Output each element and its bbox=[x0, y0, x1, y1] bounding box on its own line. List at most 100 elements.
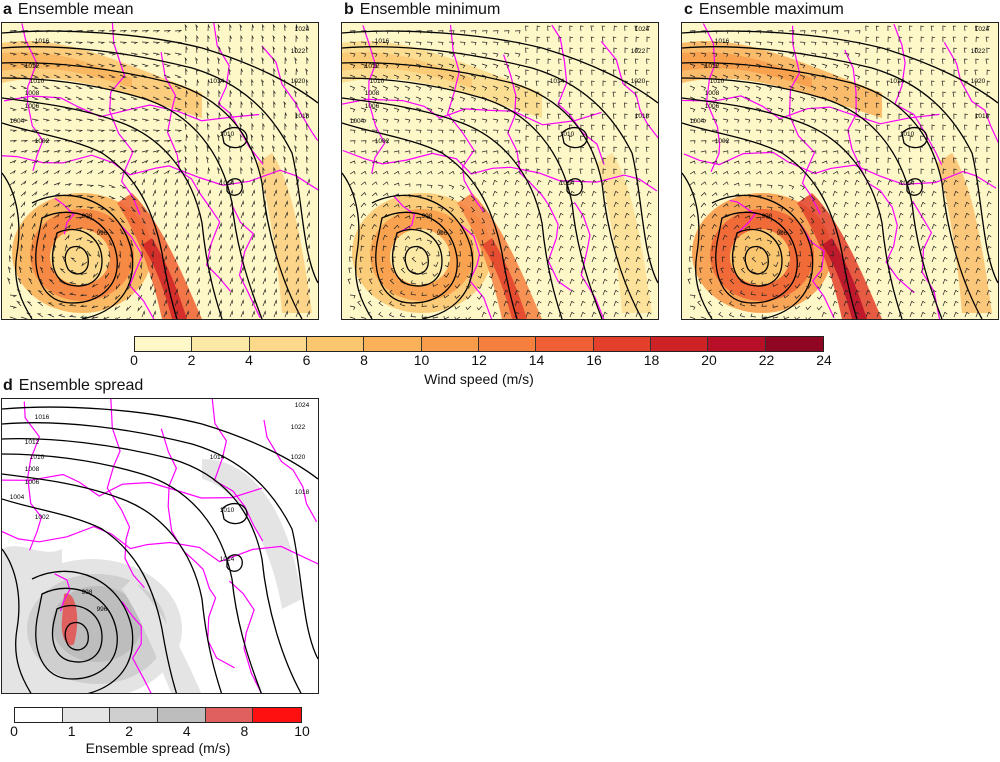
svg-text:1010: 1010 bbox=[560, 131, 575, 138]
wind-colorbar-tick-label: 22 bbox=[758, 352, 775, 368]
wind-colorbar-tick-label: 4 bbox=[245, 352, 253, 368]
spread-colorbar-swatch bbox=[62, 708, 111, 722]
spread-colorbar-tick-label: 2 bbox=[125, 723, 134, 739]
spread-colorbar-tick-label: 1 bbox=[67, 723, 76, 739]
svg-text:1014: 1014 bbox=[560, 180, 575, 187]
svg-text:1014: 1014 bbox=[890, 78, 905, 85]
svg-text:1010: 1010 bbox=[900, 131, 915, 138]
wind-colorbar-swatch bbox=[708, 337, 766, 351]
wind-colorbar-tick-label: 18 bbox=[643, 352, 660, 368]
panel-letter: c bbox=[684, 1, 693, 18]
svg-text:1020: 1020 bbox=[291, 78, 306, 85]
svg-text:1010: 1010 bbox=[370, 78, 385, 85]
wind-colorbar-tick-label: 6 bbox=[302, 352, 311, 368]
svg-text:1016: 1016 bbox=[35, 38, 50, 45]
map-ensemble-minimum: 1024 1022 1020 1018 1016 1014 1012 1010 1008 1006… bbox=[341, 22, 659, 320]
panel-title-d: d Ensemble spread bbox=[3, 377, 143, 395]
svg-text:1008: 1008 bbox=[365, 90, 380, 97]
spread-colorbar-swatch bbox=[205, 708, 254, 722]
spread-colorbar-tick-label: 10 bbox=[294, 723, 310, 739]
svg-text:1016: 1016 bbox=[715, 38, 730, 45]
map-ensemble-mean: 1024 1022 1020 1018 1016 1014 1012 1010 1008 1006… bbox=[1, 22, 319, 320]
spread-colorbar bbox=[14, 707, 302, 723]
wind-colorbar-tick-label: 24 bbox=[816, 352, 832, 368]
svg-text:1006: 1006 bbox=[25, 103, 40, 110]
svg-text:1002: 1002 bbox=[375, 138, 390, 145]
svg-text:1012: 1012 bbox=[365, 63, 380, 70]
spread-colorbar-swatch bbox=[110, 708, 159, 722]
wind-colorbar-swatch bbox=[593, 337, 651, 351]
svg-text:996: 996 bbox=[777, 230, 788, 237]
wind-colorbar-tick-label: 0 bbox=[130, 352, 138, 368]
svg-text:1002: 1002 bbox=[35, 514, 50, 521]
svg-text:1008: 1008 bbox=[25, 466, 40, 473]
svg-text:1004: 1004 bbox=[10, 118, 25, 125]
svg-text:1024: 1024 bbox=[975, 26, 990, 33]
panel-letter: b bbox=[344, 1, 354, 18]
panel-title-text: Ensemble minimum bbox=[359, 1, 501, 18]
svg-text:996: 996 bbox=[437, 230, 448, 237]
panel-letter: a bbox=[3, 1, 12, 18]
panel-title-text: Ensemble mean bbox=[17, 1, 134, 18]
wind-colorbar-swatches bbox=[134, 336, 824, 352]
svg-text:1022: 1022 bbox=[971, 48, 986, 55]
svg-text:1008: 1008 bbox=[25, 90, 40, 97]
svg-text:1016: 1016 bbox=[375, 38, 390, 45]
wind-colorbar-swatch bbox=[364, 337, 422, 351]
spread-colorbar-swatches bbox=[14, 707, 302, 723]
wind-colorbar-swatch bbox=[478, 337, 537, 351]
spread-colorbar-tick-label: 8 bbox=[240, 723, 249, 739]
svg-text:1020: 1020 bbox=[291, 454, 306, 461]
spread-colorbar-swatch bbox=[15, 708, 63, 722]
svg-text:1004: 1004 bbox=[690, 118, 705, 125]
wind-colorbar-tick-label: 8 bbox=[360, 352, 368, 368]
panel-title-a: a Ensemble mean bbox=[3, 1, 134, 19]
svg-text:1014: 1014 bbox=[210, 454, 225, 461]
wind-colorbar-tick-label: 14 bbox=[528, 352, 545, 368]
svg-text:1012: 1012 bbox=[25, 439, 40, 446]
wind-colorbar-swatch bbox=[192, 337, 250, 351]
wind-colorbar-tick-label: 10 bbox=[413, 352, 430, 368]
wind-colorbar-tick-label: 16 bbox=[586, 352, 602, 368]
svg-text:1014: 1014 bbox=[550, 78, 565, 85]
svg-text:1006: 1006 bbox=[365, 103, 380, 110]
wind-colorbar-swatch bbox=[765, 337, 823, 351]
svg-text:1022: 1022 bbox=[291, 48, 306, 55]
map-ensemble-spread: 1024 1022 1020 1018 1016 1014 1012 1010 1008 1006… bbox=[1, 398, 319, 694]
spread-colorbar-tick-label: 4 bbox=[182, 723, 191, 739]
svg-text:1024: 1024 bbox=[295, 26, 310, 33]
panel-title-text: Ensemble spread bbox=[18, 377, 144, 394]
svg-text:1012: 1012 bbox=[705, 63, 720, 70]
wind-colorbar-tick-label: 2 bbox=[187, 352, 196, 368]
svg-text:998: 998 bbox=[82, 589, 93, 596]
wind-colorbar-tick-label: 20 bbox=[701, 352, 717, 368]
spread-colorbar-swatch bbox=[253, 708, 302, 722]
svg-text:1010: 1010 bbox=[30, 454, 45, 461]
svg-text:1004: 1004 bbox=[10, 494, 25, 501]
wind-colorbar-swatch bbox=[650, 337, 709, 351]
svg-text:1014: 1014 bbox=[220, 180, 235, 187]
svg-text:996: 996 bbox=[97, 606, 108, 613]
svg-text:1020: 1020 bbox=[971, 78, 986, 85]
wind-colorbar-swatch bbox=[536, 337, 594, 351]
panel-title-b: b Ensemble minimum bbox=[344, 1, 500, 19]
wind-colorbar-swatch bbox=[306, 337, 365, 351]
svg-text:1014: 1014 bbox=[210, 78, 225, 85]
wind-speed-colorbar bbox=[134, 336, 824, 352]
svg-text:1018: 1018 bbox=[295, 113, 310, 120]
svg-text:1018: 1018 bbox=[295, 489, 310, 496]
svg-text:996: 996 bbox=[97, 230, 108, 237]
svg-text:1022: 1022 bbox=[291, 424, 306, 431]
spread-colorbar-swatch bbox=[158, 708, 206, 722]
svg-text:1010: 1010 bbox=[30, 78, 45, 85]
spread-colorbar-tick-label: 0 bbox=[10, 723, 18, 739]
panel-title-text: Ensemble maximum bbox=[698, 1, 844, 18]
svg-text:1006: 1006 bbox=[25, 479, 40, 486]
wind-colorbar-tick-label: 12 bbox=[471, 352, 487, 368]
svg-text:1022: 1022 bbox=[631, 48, 646, 55]
svg-text:1010: 1010 bbox=[710, 78, 725, 85]
panel-title-c: c Ensemble maximum bbox=[684, 1, 844, 19]
map-ensemble-maximum: 1024 1022 1020 1018 1016 1014 1012 1010 1008 1006… bbox=[681, 22, 999, 320]
spread-colorbar-label: Ensemble spread (m/s) bbox=[85, 740, 231, 756]
svg-text:998: 998 bbox=[82, 213, 93, 220]
